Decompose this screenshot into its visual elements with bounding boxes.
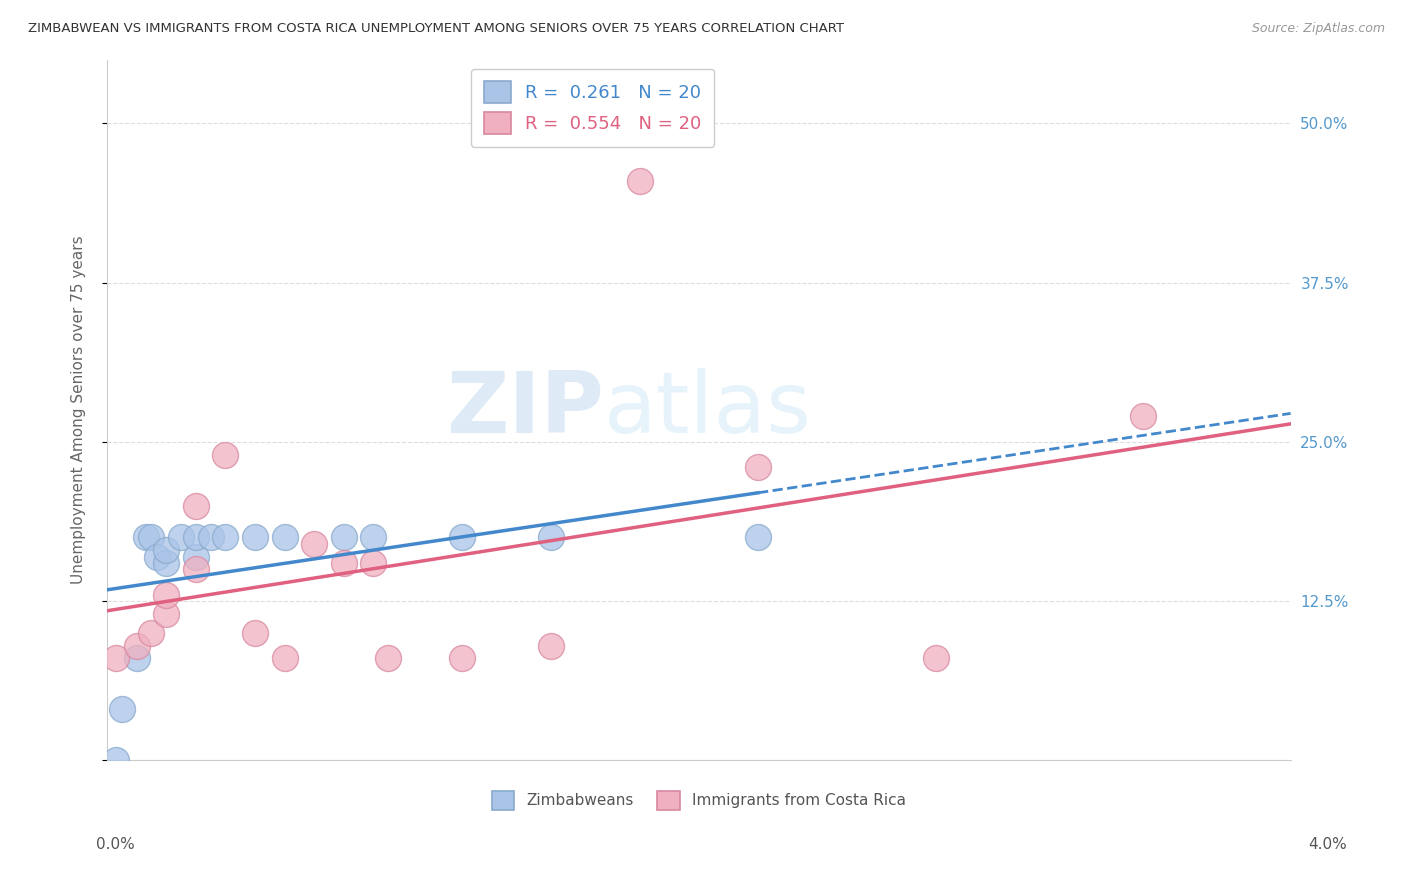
Point	[273, 651, 295, 665]
Point	[333, 530, 356, 544]
Text: Source: ZipAtlas.com: Source: ZipAtlas.com	[1251, 22, 1385, 36]
Point	[104, 651, 127, 665]
Text: 0.0%: 0.0%	[96, 837, 135, 852]
Point	[628, 174, 651, 188]
Point	[1132, 409, 1154, 424]
Point	[243, 626, 266, 640]
Text: ZIMBABWEAN VS IMMIGRANTS FROM COSTA RICA UNEMPLOYMENT AMONG SENIORS OVER 75 YEAR: ZIMBABWEAN VS IMMIGRANTS FROM COSTA RICA…	[28, 22, 844, 36]
Point	[747, 530, 769, 544]
Point	[540, 530, 562, 544]
Point	[146, 549, 169, 564]
Point	[184, 499, 207, 513]
Y-axis label: Unemployment Among Seniors over 75 years: Unemployment Among Seniors over 75 years	[72, 235, 86, 584]
Point	[243, 530, 266, 544]
Point	[184, 530, 207, 544]
Point	[155, 556, 177, 570]
Legend: Zimbabweans, Immigrants from Costa Rica: Zimbabweans, Immigrants from Costa Rica	[485, 785, 912, 816]
Point	[141, 530, 163, 544]
Text: atlas: atlas	[605, 368, 813, 451]
Point	[125, 651, 148, 665]
Point	[302, 537, 325, 551]
Point	[155, 543, 177, 558]
Point	[924, 651, 946, 665]
Point	[333, 556, 356, 570]
Point	[451, 530, 474, 544]
Point	[141, 626, 163, 640]
Point	[135, 530, 157, 544]
Point	[363, 556, 385, 570]
Point	[214, 448, 236, 462]
Point	[104, 753, 127, 767]
Point	[273, 530, 295, 544]
Point	[200, 530, 222, 544]
Point	[214, 530, 236, 544]
Point	[111, 702, 134, 716]
Point	[747, 460, 769, 475]
Point	[451, 651, 474, 665]
Point	[363, 530, 385, 544]
Point	[125, 639, 148, 653]
Point	[184, 549, 207, 564]
Point	[184, 562, 207, 576]
Point	[155, 607, 177, 621]
Point	[170, 530, 193, 544]
Point	[540, 639, 562, 653]
Point	[377, 651, 399, 665]
Text: 4.0%: 4.0%	[1308, 837, 1347, 852]
Text: ZIP: ZIP	[446, 368, 605, 451]
Point	[155, 588, 177, 602]
